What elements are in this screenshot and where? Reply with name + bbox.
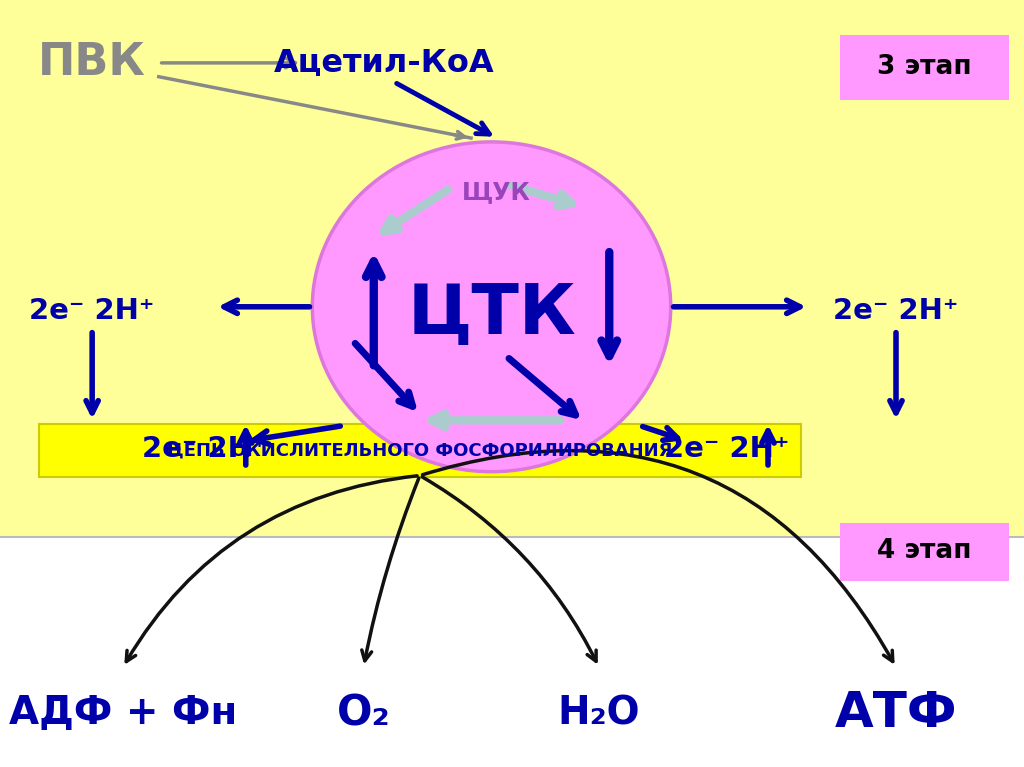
- Text: 4 этап: 4 этап: [878, 538, 972, 565]
- Text: ПВК: ПВК: [38, 41, 146, 84]
- FancyBboxPatch shape: [840, 35, 1009, 100]
- FancyBboxPatch shape: [39, 424, 801, 477]
- Text: ЦТК: ЦТК: [408, 281, 575, 348]
- Text: АДФ + Фн: АДФ + Фн: [9, 694, 237, 732]
- Text: 2е⁻ 2Н⁺: 2е⁻ 2Н⁺: [30, 297, 155, 324]
- FancyBboxPatch shape: [840, 523, 1009, 581]
- Text: ЩУК: ЩУК: [462, 179, 531, 204]
- Text: 3 этап: 3 этап: [878, 54, 972, 80]
- Text: АТФ: АТФ: [835, 690, 957, 737]
- Text: О₂: О₂: [337, 693, 390, 734]
- Text: Ацетил-КоА: Ацетил-КоА: [273, 48, 495, 78]
- Bar: [0, 0, 1024, 537]
- Text: ЦЕПЬ ОКИСЛИТЕЛЬНОГО ФОСФОРИЛИРОВАНИЯ: ЦЕПЬ ОКИСЛИТЕЛЬНОГО ФОСФОРИЛИРОВАНИЯ: [167, 442, 673, 459]
- Text: Н₂О: Н₂О: [558, 694, 640, 732]
- Text: 2е⁻ 2Н⁺: 2е⁻ 2Н⁺: [665, 435, 790, 463]
- Ellipse shape: [312, 142, 671, 472]
- Text: 2е⁻ 2Н⁺: 2е⁻ 2Н⁺: [142, 435, 267, 463]
- Bar: [0, 537, 1024, 767]
- Text: 2е⁻ 2Н⁺: 2е⁻ 2Н⁺: [834, 297, 958, 324]
